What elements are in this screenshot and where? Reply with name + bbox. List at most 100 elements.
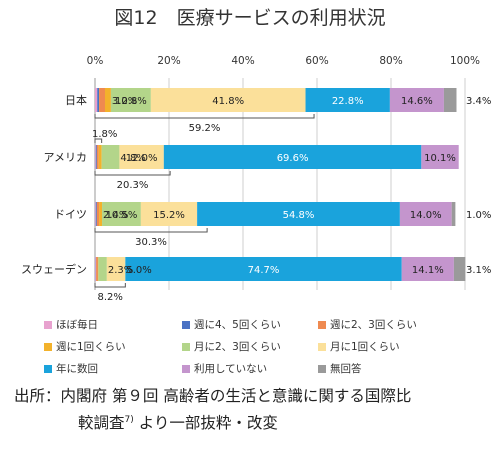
- bar-segment: [140, 202, 198, 226]
- bar-segment: [99, 88, 105, 112]
- bar-segment: [102, 202, 141, 226]
- bar-segment: [101, 145, 120, 169]
- bar-segment: [125, 257, 402, 281]
- bar-segment: [305, 88, 390, 112]
- category-label: ドイツ: [54, 208, 87, 221]
- legend-swatch: [318, 365, 326, 373]
- bar-segment: [98, 145, 102, 169]
- x-tick-label: 100%: [450, 55, 480, 67]
- legend-swatch: [44, 321, 52, 329]
- legend-label: 週に4、5回くらい: [194, 319, 281, 331]
- bracket-label: 59.2%: [189, 123, 221, 134]
- source-line-2-a: 較調査: [78, 414, 125, 433]
- legend-swatch: [182, 321, 190, 329]
- legend-label: 年に数回: [56, 363, 98, 375]
- bar-segment: [399, 202, 452, 226]
- data-label: 69.6%: [277, 153, 309, 164]
- legend-swatch: [182, 343, 190, 351]
- data-label: 22.8%: [332, 96, 364, 107]
- bar-segment: [95, 145, 96, 169]
- legend-label: 月に2、3回くらい: [194, 341, 281, 353]
- bar-segment: [95, 145, 97, 169]
- data-label: 10.8%: [115, 96, 147, 107]
- bracket-label: 20.3%: [117, 180, 149, 191]
- bar-segment: [95, 257, 96, 281]
- bar-segment: [197, 202, 400, 226]
- data-label: 14.6%: [401, 96, 433, 107]
- bar-segment: [106, 257, 126, 281]
- data-label: 4.8%: [120, 153, 145, 164]
- category-label: スウェーデン: [21, 262, 87, 276]
- bar-segment: [98, 257, 107, 281]
- bracket: [94, 138, 103, 143]
- legend-label: 利用していない: [194, 363, 268, 375]
- data-label: 1.0%: [466, 210, 491, 221]
- bar-segment: [95, 202, 96, 226]
- legend-swatch: [318, 321, 326, 329]
- bar-segment: [150, 88, 306, 112]
- category-label: 日本: [65, 93, 87, 107]
- source-line-2-b: より一部抜粋・改変: [138, 414, 278, 433]
- bar-segment: [119, 145, 164, 169]
- bar-segment: [389, 88, 444, 112]
- data-label: 12.0%: [126, 153, 158, 164]
- data-label: 5.0%: [126, 265, 151, 276]
- bar-segment: [97, 88, 100, 112]
- data-label: 14.1%: [412, 265, 444, 276]
- source-line-1: 出所：内閣府 第９回 高齢者の生活と意識に関する国際比: [14, 387, 412, 405]
- data-label: 54.8%: [283, 210, 315, 221]
- legend-label: ほぼ毎日: [56, 319, 98, 331]
- legend-label: 週に2、3回くらい: [330, 319, 417, 331]
- bar-segment: [96, 257, 98, 281]
- bracket-label: 1.8%: [92, 129, 117, 140]
- bracket: [94, 114, 315, 119]
- chart-title: 図12 医療サービスの利用状況: [114, 7, 386, 29]
- bar-segment: [443, 88, 457, 112]
- bar-segment: [96, 202, 100, 226]
- legend-swatch: [318, 343, 326, 351]
- category-label: アメリカ: [44, 151, 87, 164]
- bar-segment: [99, 202, 103, 226]
- bar-segment: [95, 88, 98, 112]
- bar-segment: [110, 88, 151, 112]
- stacked-bar-chart: 0% 20% 40% 60% 80% 100%日本アメリカドイツスウェーデン3.2%10.…: [21, 55, 491, 303]
- data-label: 2.3%: [108, 265, 133, 276]
- source-line-2: 較調査7) より一部抜粋・改変: [14, 408, 494, 435]
- bar-segment: [163, 145, 422, 169]
- data-label: 10.1%: [424, 153, 456, 164]
- data-label: 10.5%: [106, 210, 138, 221]
- x-tick-label: 40%: [231, 55, 254, 67]
- data-label: 3.4%: [466, 96, 491, 107]
- legend-swatch: [44, 343, 52, 351]
- x-tick-label: 20%: [157, 55, 180, 67]
- legend-label: 無回答: [330, 363, 362, 375]
- legend-swatch: [44, 365, 52, 373]
- bracket-label: 30.3%: [135, 237, 167, 248]
- data-label: 3.1%: [466, 265, 491, 276]
- bar-segment: [96, 145, 99, 169]
- data-label: 3.2%: [112, 96, 137, 107]
- data-label: 15.2%: [153, 210, 185, 221]
- bracket: [94, 228, 208, 233]
- data-label: 14.0%: [410, 210, 442, 221]
- bracket: [94, 171, 171, 176]
- data-label: 74.7%: [248, 265, 280, 276]
- legend-label: 週に1回くらい: [56, 341, 126, 353]
- data-label: 41.8%: [212, 96, 244, 107]
- legend-label: 月に1回くらい: [330, 341, 400, 353]
- bar-segment: [421, 145, 459, 169]
- x-tick-label: 60%: [305, 55, 328, 67]
- x-tick-label: 80%: [379, 55, 402, 67]
- bracket: [94, 283, 126, 288]
- bar-segment: [104, 88, 111, 112]
- data-label: 2.4%: [103, 210, 128, 221]
- legend-swatch: [182, 365, 190, 373]
- bar-segment: [401, 257, 454, 281]
- bar-segment: [95, 202, 97, 226]
- bar-segment: [451, 202, 456, 226]
- bar-segment: [453, 257, 466, 281]
- x-tick-label: 0%: [87, 55, 104, 67]
- source-footnote-ref: 7): [124, 415, 134, 425]
- source-note: 出所：内閣府 第９回 高齢者の生活と意識に関する国際比 較調査7) より一部抜粋…: [14, 384, 494, 435]
- bracket-label: 8.2%: [97, 292, 122, 303]
